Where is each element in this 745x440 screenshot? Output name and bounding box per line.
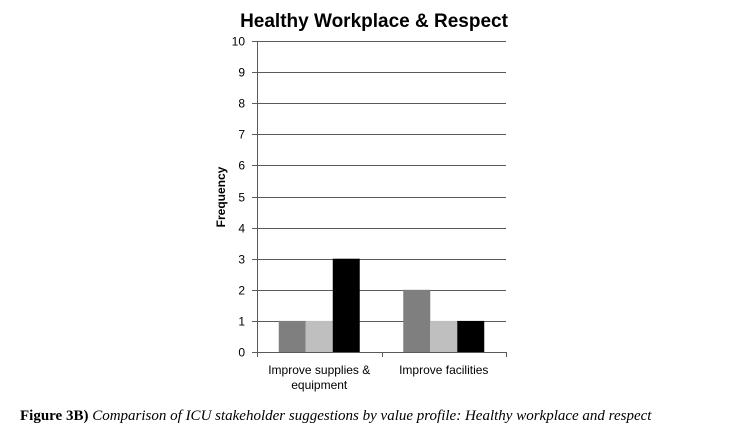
y-tick-label: 7 (238, 128, 245, 142)
bar (305, 320, 333, 352)
y-tick-label: 10 (232, 35, 246, 49)
bar (457, 320, 485, 352)
caption-lead: Figure 3B) (20, 408, 89, 424)
y-tick-label: 1 (238, 315, 245, 329)
x-category-label: Improve facilities (399, 363, 488, 377)
bars (278, 258, 485, 352)
y-tick-label: 0 (238, 346, 245, 360)
y-tick-label: 9 (238, 66, 245, 80)
y-tick-label: 5 (238, 191, 245, 205)
axes (257, 41, 507, 357)
y-axis-ticks: 0 1 2 3 4 5 6 7 8 9 10 (232, 35, 257, 360)
y-axis-label: Frequency (214, 166, 228, 227)
y-tick-label: 3 (238, 253, 245, 267)
chart-title: Healthy Workplace & Respect (240, 11, 509, 32)
bar (430, 320, 458, 352)
bar (403, 289, 431, 352)
y-tick-label: 6 (238, 159, 245, 173)
y-tick-label: 8 (238, 97, 245, 111)
y-tick-label: 2 (238, 284, 245, 298)
caption-text: Comparison of ICU stakeholder suggestion… (92, 408, 652, 424)
x-category-label: Improve supplies & (268, 363, 370, 377)
bar (278, 320, 306, 352)
gridlines (257, 41, 506, 322)
x-axis-categories: Improve supplies &equipment Improve facil… (268, 363, 488, 392)
figure-caption: Figure 3B) Comparison of ICU stakeholder… (20, 408, 740, 425)
bar (332, 258, 360, 352)
x-category-label: equipment (291, 378, 348, 392)
y-tick-label: 4 (238, 222, 245, 236)
